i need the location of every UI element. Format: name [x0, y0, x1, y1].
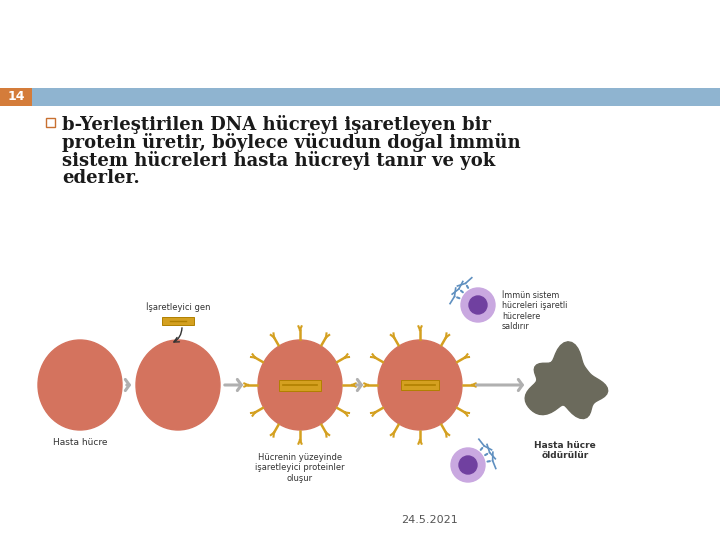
- Text: Hücrenin yüzeyinde
işaretleyici proteinler
oluşur: Hücrenin yüzeyinde işaretleyici proteinl…: [255, 453, 345, 483]
- Ellipse shape: [38, 340, 122, 430]
- Text: b-Yerleştirilen DNA hücreyi işaretleyen bir: b-Yerleştirilen DNA hücreyi işaretleyen …: [62, 114, 491, 133]
- Text: protein üretir, böylece vücudun doğal immün: protein üretir, böylece vücudun doğal im…: [62, 132, 521, 152]
- Circle shape: [459, 456, 477, 474]
- Text: 14: 14: [7, 91, 24, 104]
- Ellipse shape: [378, 340, 462, 430]
- Circle shape: [461, 288, 495, 322]
- FancyBboxPatch shape: [0, 88, 32, 106]
- Ellipse shape: [258, 340, 342, 430]
- Text: İmmün sistem
hücreleri işaretli
hücrelere
saldırır: İmmün sistem hücreleri işaretli hücreler…: [502, 291, 567, 331]
- Text: Hasta hücre: Hasta hücre: [53, 438, 107, 447]
- FancyBboxPatch shape: [162, 317, 194, 325]
- Text: Hasta hücre
öldürülür: Hasta hücre öldürülür: [534, 441, 596, 461]
- Circle shape: [451, 448, 485, 482]
- Text: İşaretleyici gen: İşaretleyici gen: [145, 302, 210, 312]
- FancyBboxPatch shape: [279, 380, 321, 390]
- FancyBboxPatch shape: [46, 118, 55, 127]
- FancyBboxPatch shape: [401, 380, 439, 390]
- Text: ederler.: ederler.: [62, 169, 140, 187]
- Text: 24.5.2021: 24.5.2021: [402, 515, 459, 525]
- Text: sistem hücreleri hasta hücreyi tanır ve yok: sistem hücreleri hasta hücreyi tanır ve …: [62, 151, 495, 170]
- Ellipse shape: [136, 340, 220, 430]
- Circle shape: [469, 296, 487, 314]
- FancyBboxPatch shape: [32, 88, 720, 106]
- Polygon shape: [525, 342, 608, 418]
